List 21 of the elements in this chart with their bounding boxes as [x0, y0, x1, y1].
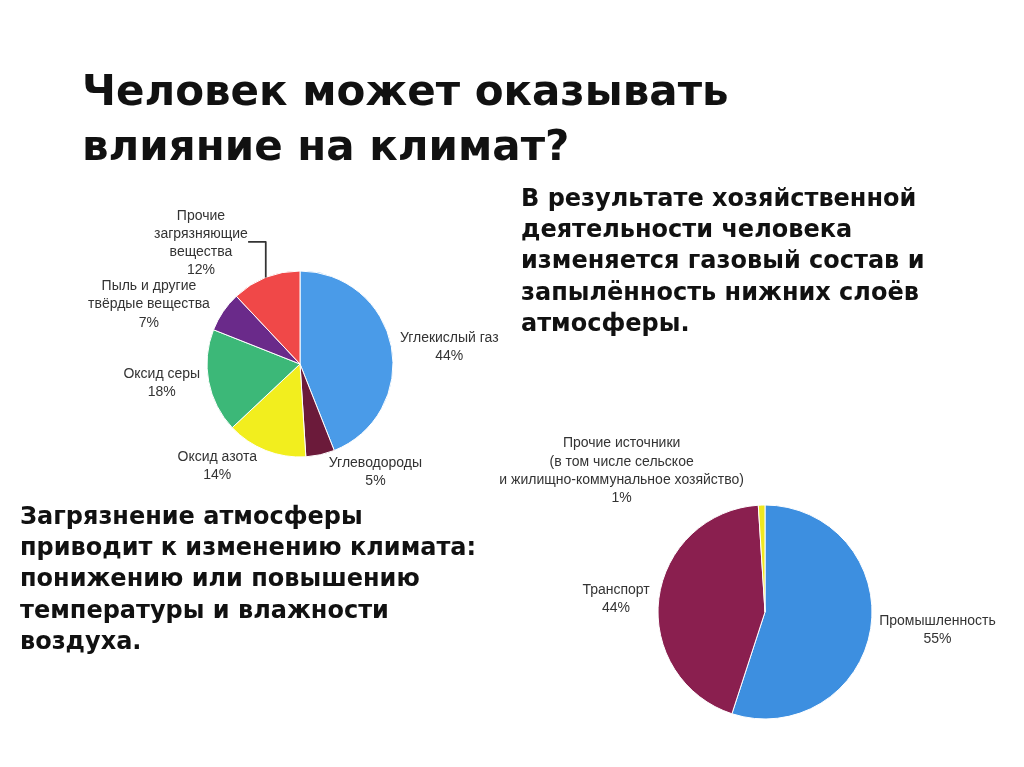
data-label: 44% — [602, 599, 631, 616]
data-label: 44% — [435, 347, 464, 364]
data-label: 1% — [611, 489, 632, 506]
slice-label: Транспорт — [582, 581, 651, 598]
slice-label: Оксид серы — [123, 364, 201, 381]
slice-label: Углекислый газ — [399, 328, 499, 345]
slice-label: Прочие источники (в том числе сельское и жилищно-коммунальное хозяйство) — [499, 434, 744, 487]
slice-label: Углеводороды — [328, 453, 423, 470]
slice-label: Промышленность — [879, 612, 996, 629]
slice-label: Прочие загрязняющие вещества — [154, 206, 249, 260]
text: Загрязнение атмосферы приводит к изменению климата: понижению или повышению температуры и влажности воздуха. — [20, 502, 477, 655]
data-label: 7% — [138, 313, 160, 330]
data-label: 18% — [147, 383, 176, 400]
data-label: 12% — [186, 261, 215, 278]
data-label: 55% — [923, 630, 952, 647]
data-label: 5% — [365, 472, 386, 489]
data-label: 14% — [203, 466, 232, 483]
slice-label: Пыль и другие твёрдые вещества — [88, 277, 210, 312]
chart-title: Человек может оказывать влияние на климат? — [82, 66, 729, 170]
slice-label: Оксид азота — [177, 448, 258, 465]
text: В результате хозяйственной деятельности человека изменяется газовый состав и запылённость нижних слоёв атмосферы. — [521, 184, 925, 337]
